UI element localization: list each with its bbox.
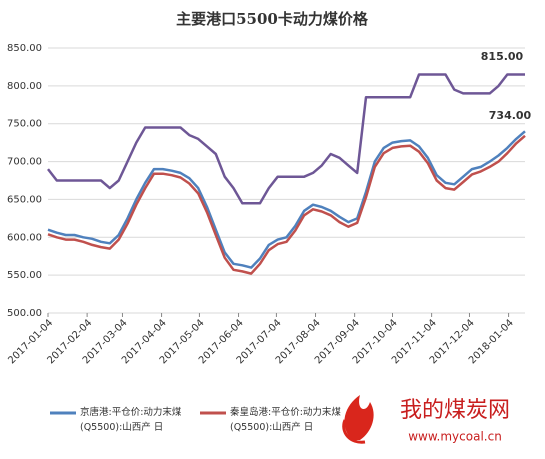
y-tick-label: 500.00	[7, 308, 42, 319]
y-tick-label: 750.00	[7, 119, 42, 130]
y-tick-label: 700.00	[7, 157, 42, 168]
y-tick-label: 600.00	[7, 232, 42, 243]
series-line	[47, 130, 526, 269]
y-tick-label: 800.00	[7, 81, 42, 92]
legend-label: 京唐港:平仓价:动力末煤(Q5500):山西产 日	[80, 407, 182, 433]
series-line	[47, 134, 526, 275]
watermark-brand: 我的煤炭网	[400, 398, 510, 423]
series-line	[47, 73, 525, 205]
annotation: 815.00	[481, 50, 524, 63]
annotation: 734.00	[489, 109, 532, 122]
watermark-icon	[342, 395, 374, 444]
y-tick-label: 550.00	[7, 270, 42, 281]
y-tick-label: 650.00	[7, 194, 42, 205]
flame	[344, 395, 374, 440]
y-tick-label: 850.00	[7, 43, 42, 54]
chart-title: 主要港口5500卡动力煤价格	[176, 10, 369, 28]
watermark-url: www.mycoal.cn	[408, 430, 502, 444]
flame-swoosh	[342, 419, 366, 444]
legend-label: 秦皇岛港:平仓价:动力末煤(Q5500):山西产 日	[230, 407, 341, 433]
